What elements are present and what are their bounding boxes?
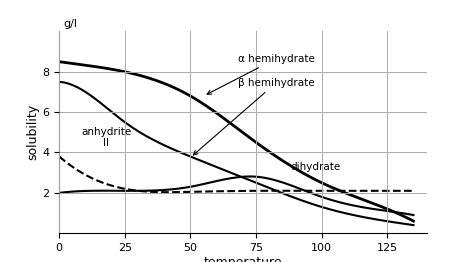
Text: dihydrate: dihydrate xyxy=(290,162,340,172)
Text: anhydrite
II: anhydrite II xyxy=(82,127,132,149)
X-axis label: temperature: temperature xyxy=(204,256,282,262)
Y-axis label: solubility: solubility xyxy=(27,104,40,160)
Text: g/l: g/l xyxy=(63,19,77,29)
Text: β hemihydrate: β hemihydrate xyxy=(193,78,314,155)
Text: α hemihydrate: α hemihydrate xyxy=(207,54,315,94)
